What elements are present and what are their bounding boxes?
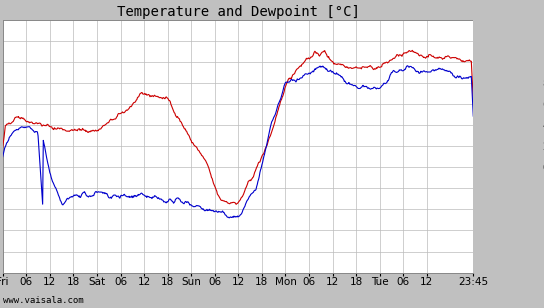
Title: Temperature and Dewpoint [°C]: Temperature and Dewpoint [°C] (116, 5, 360, 19)
Text: www.vaisala.com: www.vaisala.com (3, 296, 83, 305)
